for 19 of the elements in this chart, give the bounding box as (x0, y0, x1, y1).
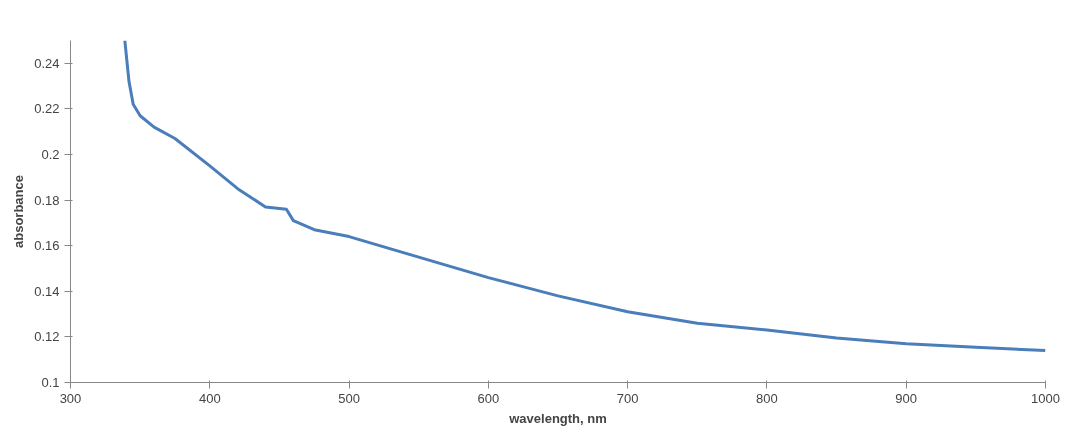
x-axis-title: wavelength, nm (508, 410, 607, 426)
y-tick-label: 0.18 (34, 192, 60, 208)
y-axis-title: absorbance (11, 175, 27, 248)
x-tick-label: 600 (477, 390, 500, 406)
line-series (123, 40, 1046, 353)
x-tick-label: 400 (198, 390, 221, 406)
y-tick-label: 0.2 (41, 147, 60, 162)
x-tick-label: 300 (59, 390, 82, 406)
y-tick-label: 0.22 (34, 101, 60, 117)
y-tick-label: 0.16 (34, 238, 60, 254)
x-tick-label: 900 (895, 390, 918, 406)
x-tick-label: 500 (338, 390, 360, 406)
x-tick-label: 700 (616, 390, 639, 406)
y-tick-label: 0.14 (34, 283, 60, 299)
y-tick-label: 0.24 (34, 55, 60, 71)
x-tick-label: 800 (756, 390, 778, 406)
y-tick-label: 0.1 (41, 375, 60, 390)
y-tick-label: 0.12 (34, 329, 60, 345)
x-tick-label: 1000 (1031, 390, 1060, 406)
